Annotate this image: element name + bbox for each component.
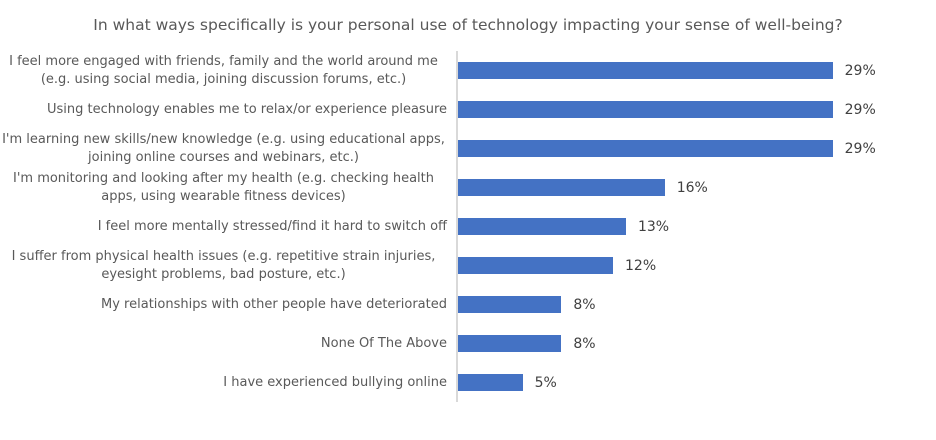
category-label-cell: I suffer from physical health issues (e.… [0,248,456,284]
chart-row: I'm monitoring and looking after my heal… [0,168,936,207]
value-label: 29% [844,62,876,79]
category-label: Using technology enables me to relax/or … [46,101,447,117]
bar-cell: 29% [456,129,936,168]
bar [458,335,562,352]
category-label: I'm learning new skills/new knowledge (e… [2,131,445,165]
bar [458,62,833,79]
category-label: I feel more engaged with friends, family… [9,53,438,87]
chart-row: I'm learning new skills/new knowledge (e… [0,129,936,168]
value-label: 8% [573,335,596,352]
value-label: 5% [534,374,557,391]
category-label-cell: None Of The Above [0,335,456,353]
chart-row: I suffer from physical health issues (e.… [0,246,936,285]
category-label: I feel more mentally stressed/find it ha… [97,218,447,234]
bar-cell: 8% [456,285,936,324]
bar [458,179,665,196]
category-label-cell: I'm learning new skills/new knowledge (e… [0,131,456,167]
category-label: I suffer from physical health issues (e.… [11,248,436,282]
bar-cell: 13% [456,207,936,246]
chart-row: Using technology enables me to relax/or … [0,90,936,129]
category-label-cell: I feel more mentally stressed/find it ha… [0,218,456,236]
bar [458,101,833,118]
chart-title: In what ways specifically is your person… [93,16,843,34]
category-label-cell: Using technology enables me to relax/or … [0,101,456,119]
chart-row: My relationships with other people have … [0,285,936,324]
plot-area: I feel more engaged with friends, family… [0,51,936,402]
category-label-cell: I'm monitoring and looking after my heal… [0,170,456,206]
value-label: 29% [844,101,876,118]
chart-row: I feel more mentally stressed/find it ha… [0,207,936,246]
bar [458,140,833,157]
bar-cell: 5% [456,363,936,402]
value-label: 12% [625,257,657,274]
category-label: I have experienced bullying online [223,374,447,390]
chart-row: None Of The Above 8% [0,324,936,363]
value-label: 16% [676,179,708,196]
bar-cell: 8% [456,324,936,363]
category-label: None Of The Above [320,335,447,351]
bar [458,257,614,274]
bar-cell: 12% [456,246,936,285]
bar-cell: 16% [456,168,936,207]
bar-cell: 29% [456,90,936,129]
bar [458,374,523,391]
value-label: 29% [844,140,876,157]
value-label: 8% [573,296,596,313]
bar [458,296,562,313]
category-label: My relationships with other people have … [101,296,447,312]
bar-cell: 29% [456,51,936,90]
category-label-cell: My relationships with other people have … [0,296,456,314]
category-label-cell: I have experienced bullying online [0,374,456,392]
bar [458,218,626,235]
category-label: I'm monitoring and looking after my heal… [12,170,434,204]
category-label-cell: I feel more engaged with friends, family… [0,53,456,89]
chart-row: I have experienced bullying online 5% [0,363,936,402]
value-label: 13% [637,218,670,235]
chart-row: I feel more engaged with friends, family… [0,51,936,90]
